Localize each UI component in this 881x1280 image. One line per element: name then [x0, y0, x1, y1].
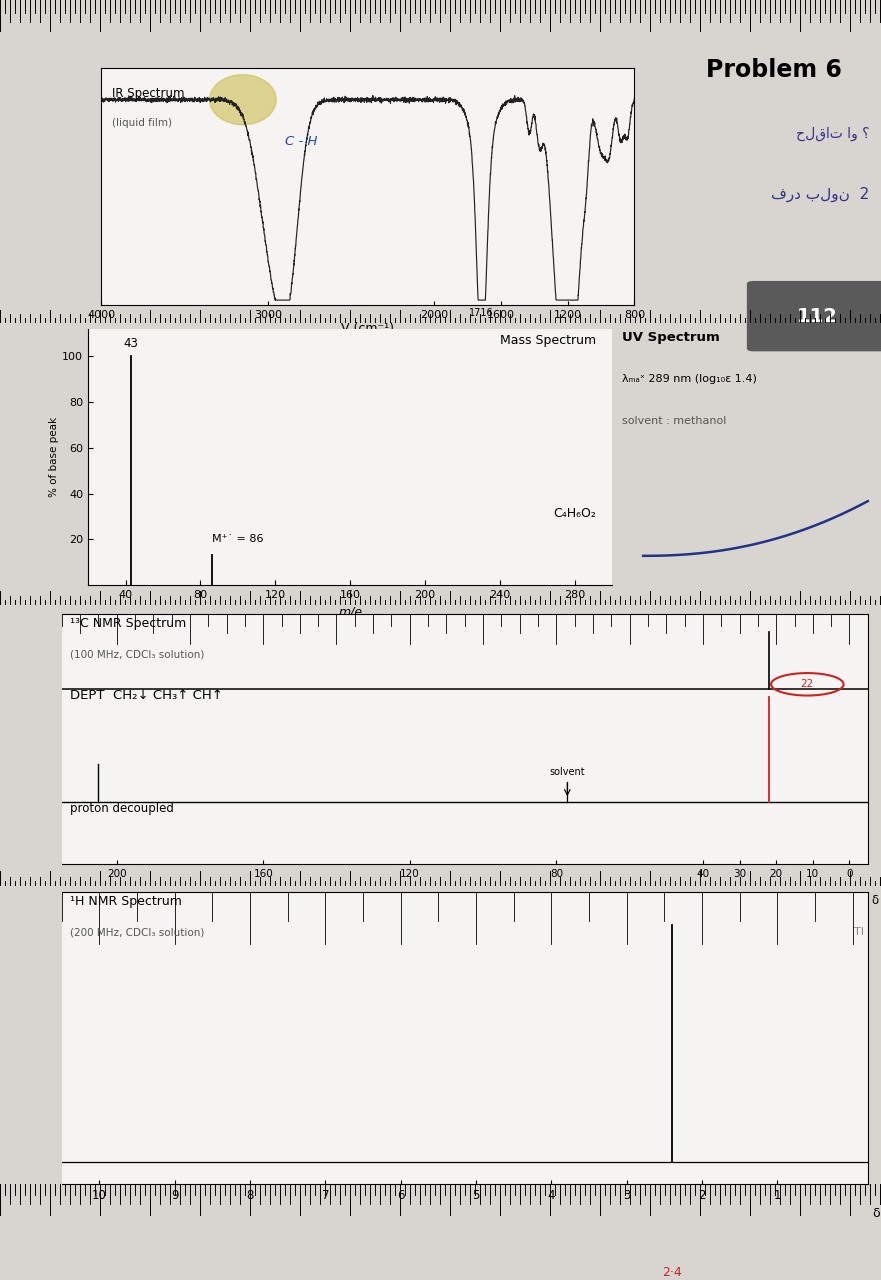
Text: Problem 6: Problem 6	[706, 58, 842, 82]
Y-axis label: % of base peak: % of base peak	[49, 417, 59, 497]
Text: IR Spectrum: IR Spectrum	[112, 87, 184, 100]
Text: DEPT  CH₂↓ CH₃↑ CH↑: DEPT CH₂↓ CH₃↑ CH↑	[70, 689, 223, 703]
Text: UV Spectrum: UV Spectrum	[622, 332, 720, 344]
Text: 1716: 1716	[470, 308, 494, 317]
Text: (liquid film): (liquid film)	[112, 118, 172, 128]
Text: ¹H NMR Spectrum: ¹H NMR Spectrum	[70, 895, 181, 908]
FancyBboxPatch shape	[747, 280, 881, 352]
Text: solvent: solvent	[550, 767, 585, 777]
Text: M⁺˙ = 86: M⁺˙ = 86	[211, 534, 263, 544]
Text: (200 MHz, CDCl₃ solution): (200 MHz, CDCl₃ solution)	[70, 927, 204, 937]
Text: δ (ppm): δ (ppm)	[872, 893, 881, 908]
Text: فرد بلون  2: فرد بلون 2	[771, 187, 869, 202]
Text: ¹³C NMR Spectrum: ¹³C NMR Spectrum	[70, 617, 186, 630]
X-axis label: V (cm⁻¹): V (cm⁻¹)	[341, 323, 395, 335]
Text: C₄H₆O₂: C₄H₆O₂	[553, 507, 596, 520]
Text: حلقات او ؟: حلقات او ؟	[796, 127, 869, 141]
Text: 112: 112	[796, 307, 838, 325]
Text: TI: TI	[854, 927, 863, 937]
Text: C - H: C - H	[285, 136, 317, 148]
Text: λₘₐˣ 289 nm (log₁₀ε 1.4): λₘₐˣ 289 nm (log₁₀ε 1.4)	[622, 374, 757, 384]
Text: solvent : methanol: solvent : methanol	[622, 416, 726, 426]
Text: 22: 22	[801, 680, 814, 690]
Text: Mass Spectrum: Mass Spectrum	[500, 334, 596, 347]
Text: 43: 43	[123, 337, 138, 349]
Text: proton decoupled: proton decoupled	[70, 801, 174, 814]
X-axis label: m/e: m/e	[338, 605, 362, 618]
Text: δ: δ	[872, 1207, 879, 1220]
Text: (100 MHz, CDCl₃ solution): (100 MHz, CDCl₃ solution)	[70, 649, 204, 659]
Text: 2·4: 2·4	[662, 1266, 682, 1279]
Ellipse shape	[210, 74, 277, 124]
